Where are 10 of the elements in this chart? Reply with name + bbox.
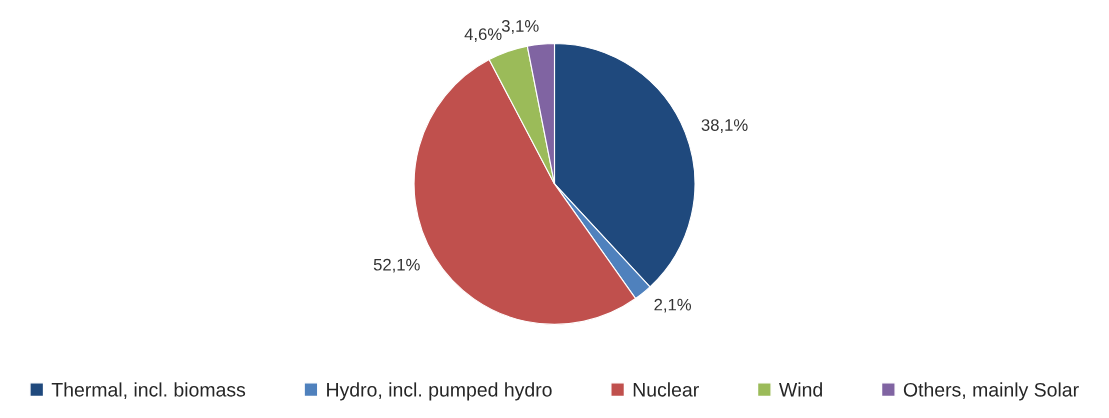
data-label: 4,6% (464, 28, 502, 43)
data-label: 3,1% (501, 20, 539, 34)
legend-label: Nuclear (633, 382, 699, 397)
legend-label: Wind (779, 382, 822, 397)
legend-label: Others, mainly Solar (903, 382, 1079, 401)
data-label: 2,1% (654, 298, 692, 313)
data-label: 52,1% (373, 258, 420, 273)
data-label: 38,1% (701, 119, 748, 133)
legend-label: Hydro, incl. pumped hydro (327, 382, 552, 401)
legend-label: Thermal, incl. biomass (51, 382, 246, 399)
